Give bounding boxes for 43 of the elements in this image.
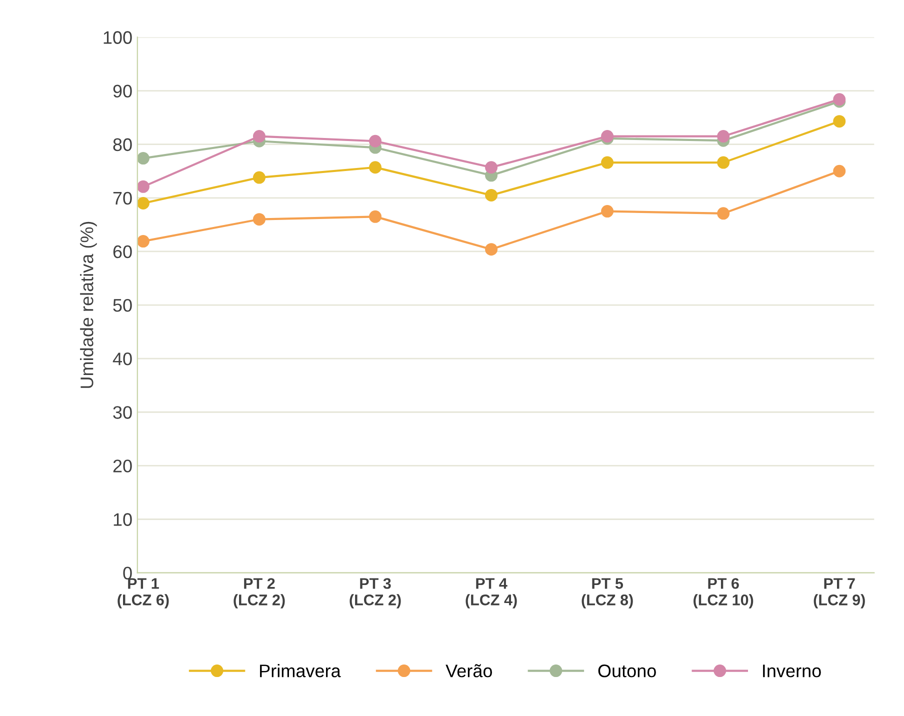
legend-label: Inverno: [763, 664, 821, 678]
y-axis-title: Umidade relativa (%): [80, 222, 97, 388]
point: [137, 197, 150, 210]
x-tick-label: PT 3 (LCZ 2): [350, 578, 401, 608]
point: [137, 152, 150, 165]
point: [601, 205, 614, 218]
y-tick-label: 90: [113, 84, 132, 98]
y-tick-label: 80: [113, 138, 132, 152]
point: [717, 156, 730, 169]
point: [369, 134, 382, 148]
y-tick-label: 20: [113, 460, 132, 472]
point: [485, 243, 498, 256]
legend-label: Verão: [446, 664, 492, 678]
point: [833, 115, 846, 128]
point: [601, 156, 614, 169]
legend-label: Primavera: [260, 664, 341, 678]
point: [137, 235, 150, 248]
y-tick-label: 40: [112, 352, 132, 366]
x-tick-label: PT 6 (LCZ 10): [694, 578, 754, 608]
x-tick-label: PT 5 (LCZ 8): [582, 578, 633, 608]
x-tick-label: PT 2 (LCZ 2): [234, 578, 285, 608]
point: [252, 130, 266, 143]
y-tick-label: 10: [114, 513, 132, 526]
point: [717, 207, 730, 220]
x-tick-label: PT 1 (LCZ 6): [118, 578, 169, 608]
y-tick-label: 50: [113, 298, 132, 312]
point: [137, 180, 150, 193]
x-tick-label: PT 4 (LCZ 4): [466, 578, 517, 608]
point: [252, 213, 266, 226]
y-tick-label: 60: [113, 245, 132, 258]
point: [252, 171, 266, 184]
legend-label: Outono: [598, 664, 656, 678]
point: [369, 210, 382, 223]
y-tick-label: 100: [104, 31, 132, 44]
point: [485, 188, 498, 202]
point: [833, 164, 846, 178]
y-tick-label: 0: [123, 566, 132, 580]
point: [369, 161, 382, 174]
x-tick-label: PT 7 (LCZ 9): [814, 578, 865, 608]
y-tick-label: 30: [113, 406, 132, 419]
y-tick-label: 70: [113, 192, 132, 205]
point: [485, 161, 498, 174]
point: [717, 130, 730, 143]
